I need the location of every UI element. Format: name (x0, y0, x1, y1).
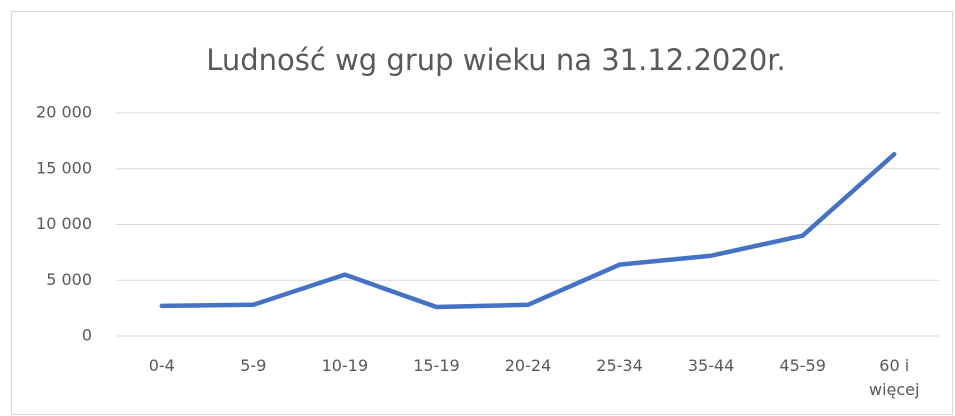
line-series (159, 152, 897, 310)
y-tick-label: 5 000 (46, 270, 92, 289)
x-tick-label: 35-44 (687, 356, 735, 375)
chart-frame (11, 11, 953, 415)
y-tick-label: 15 000 (36, 158, 92, 177)
x-tick-label: 20-24 (504, 356, 552, 375)
x-tick-label: 25-34 (596, 356, 643, 375)
x-tick-label: 15-19 (413, 356, 460, 375)
x-tick-label: 60 i więcej (868, 356, 920, 399)
y-tick-label: 10 000 (36, 214, 92, 233)
x-tick-label: 5-9 (240, 356, 267, 375)
x-tick-label: 45-59 (779, 356, 826, 375)
y-tick-label: 20 000 (36, 103, 92, 122)
x-tick-label: 10-19 (321, 356, 369, 375)
chart-title: Ludność wg grup wieku na 31.12.2020r. (206, 43, 786, 77)
y-tick-label: 0 (82, 326, 92, 345)
x-tick-label: 0-4 (148, 356, 175, 375)
